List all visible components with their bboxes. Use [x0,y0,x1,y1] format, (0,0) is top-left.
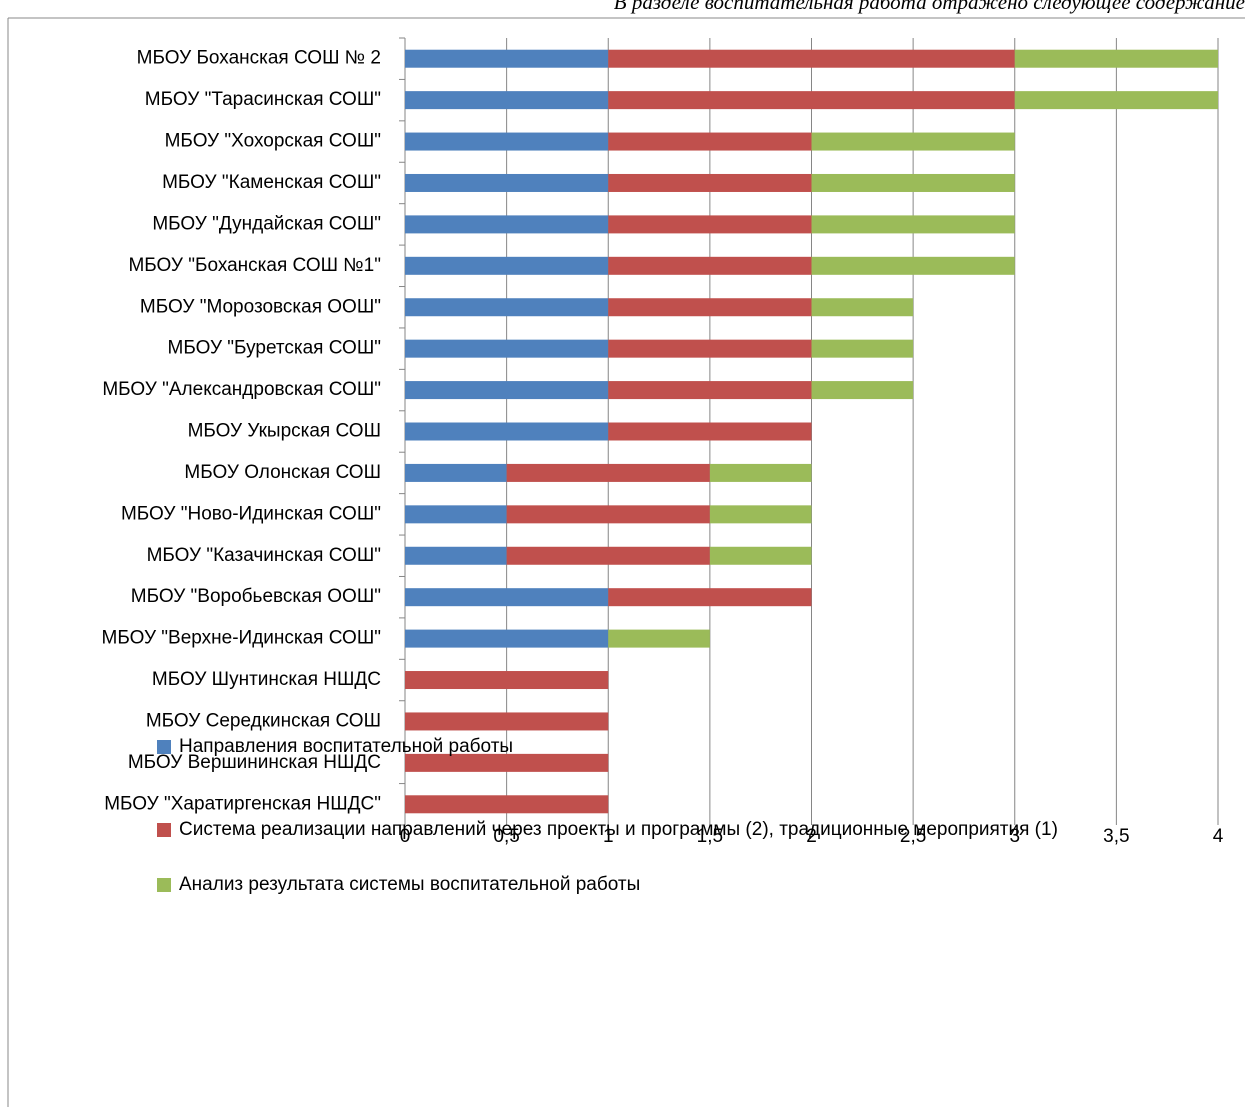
y-tick-label: МБОУ Шунтинская НШДС [152,669,381,690]
legend-label: Анализ результата системы воспитательной… [179,874,641,895]
bar-segment [506,546,710,565]
y-tick-label: МБОУ "Ново-Идинская СОШ" [121,503,381,524]
bar-segment [405,49,609,68]
legend-label: Направления воспитательной работы [179,736,514,757]
bar-segment [608,49,1015,68]
bar-segment [811,132,1015,151]
bar-segment [608,422,812,441]
bar-segment [709,546,812,565]
bar-segment [608,215,812,234]
bar-segment [608,339,812,358]
x-tick-label: 3 [1009,826,1020,847]
bar-segment [405,463,507,482]
y-tick-label: МБОУ "Воробьевская ООШ" [131,586,381,607]
x-tick-label: 1,5 [697,826,723,847]
bar-segment [405,215,609,234]
x-tick-label: 3,5 [1103,826,1129,847]
bar-segment [405,381,609,400]
legend-item: Направления воспитательной работы [157,734,1139,760]
bar-segment [811,173,1015,192]
bar-segment [709,463,812,482]
bar-segment [405,173,609,192]
legend-swatch [157,878,171,892]
bar-segment [608,298,812,317]
bar-segment [1014,49,1218,68]
legend-swatch [157,740,171,754]
bar-segment [405,422,609,441]
bar-segment [405,588,609,607]
x-tick-label: 0 [400,826,411,847]
legend-item: Система реализации направлений через про… [157,817,1139,843]
y-tick-label: МБОУ "Тарасинская СОШ" [145,89,381,110]
bar-segment [811,215,1015,234]
y-tick-label: МБОУ "Буретская СОШ" [168,338,381,359]
bar-segment [405,256,609,275]
bar-segment [405,629,609,648]
y-tick-label: МБОУ Укырская СОШ [188,421,381,442]
legend-item: Анализ результата системы воспитательной… [157,872,1139,898]
x-tick-label: 0,5 [493,826,519,847]
bar-segment [405,671,609,690]
y-tick-label: МБОУ "Харатиргенская НШДС" [104,793,381,814]
bar-segment [405,298,609,317]
x-tick-label: 2,5 [900,826,926,847]
bar-segment [405,753,609,772]
bar-segment [608,173,812,192]
bar-segment [1014,91,1218,110]
y-tick-label: МБОУ "Хохорская СОШ" [165,131,381,152]
bar-segment [811,298,914,317]
header-text: В разделе воспитательная работа отражено… [614,0,1245,14]
bar-segment [608,132,812,151]
x-tick-label: 4 [1213,826,1224,847]
y-tick-label: МБОУ "Морозовская ООШ" [140,296,381,317]
bar-segment [608,588,812,607]
legend-label: Система реализации направлений через про… [179,819,1058,840]
bar-segment [506,505,710,524]
y-tick-label: МБОУ "Верхне-Идинская СОШ" [102,628,381,649]
y-tick-label: МБОУ "Дундайская СОШ" [152,213,381,234]
bar-segment [405,795,609,814]
bar-segment [506,463,710,482]
bar-segment [405,91,609,110]
bar-segment [608,91,1015,110]
y-tick-label: МБОУ "Каменская СОШ" [162,172,381,193]
y-tick-label: МБОУ Боханская СОШ № 2 [137,48,381,69]
bar-segment [405,339,609,358]
x-tick-label: 1 [603,826,614,847]
bar-segment [811,339,914,358]
y-tick-label: МБОУ Вершининская НШДС [128,752,381,773]
bar-segment [608,256,812,275]
y-tick-label: МБОУ "Казачинская СОШ" [147,545,381,566]
bar-segment [608,381,812,400]
bar-segment [405,546,507,565]
bar-segment [405,132,609,151]
bar-segment [811,381,914,400]
y-tick-label: МБОУ "Александровская СОШ" [102,379,381,400]
bar-segment [709,505,812,524]
bar-segment [811,256,1015,275]
x-tick-label: 2 [806,826,817,847]
bar-segment [405,712,609,731]
bar-segment [608,629,710,648]
y-tick-label: МБОУ Середкинская СОШ [146,710,381,731]
y-tick-label: МБОУ Олонская СОШ [184,462,381,483]
bar-segment [405,505,507,524]
y-tick-label: МБОУ "Боханская СОШ №1" [128,255,381,276]
legend-swatch [157,823,171,837]
